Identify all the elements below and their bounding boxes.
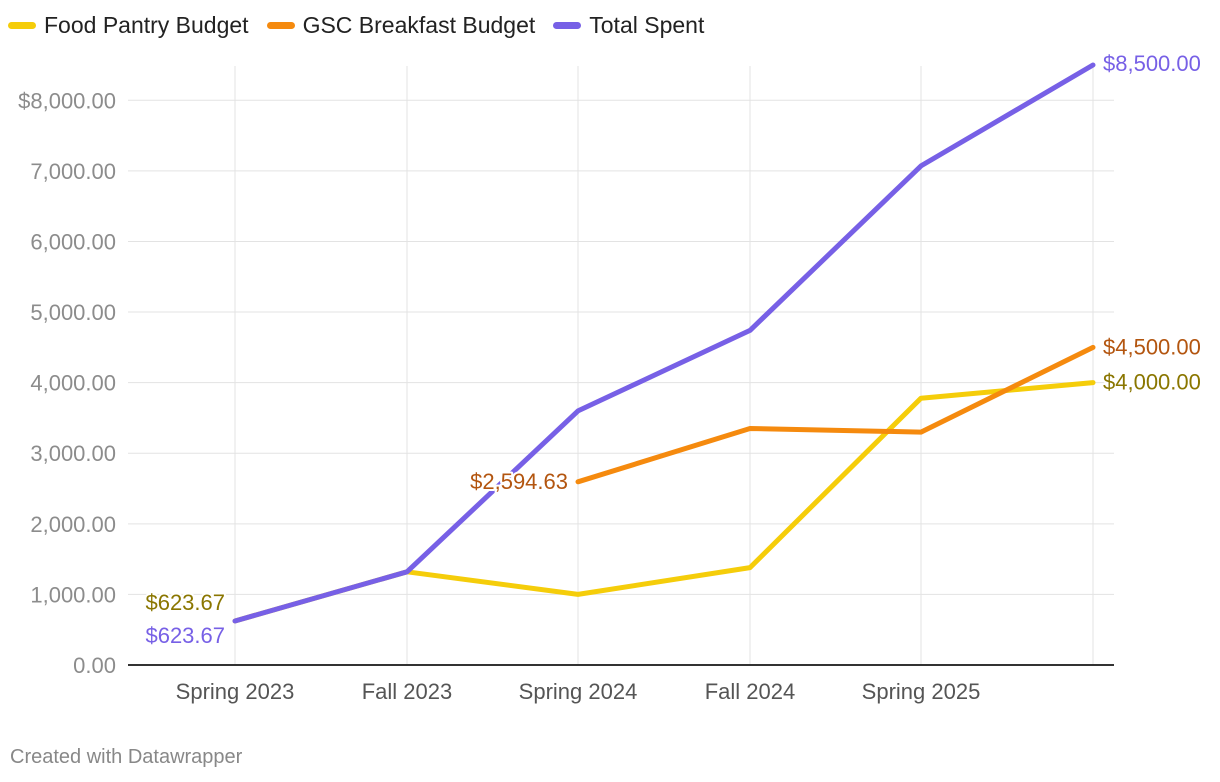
series-line-gsc-breakfast xyxy=(575,344,1096,485)
footer-credit: Created with Datawrapper xyxy=(10,746,243,768)
x-tick-label: Spring 2023 xyxy=(176,679,295,704)
legend-label-gsc-breakfast: GSC Breakfast Budget xyxy=(302,12,536,38)
legend-label-food-pantry: Food Pantry Budget xyxy=(44,12,249,38)
legend-swatch-total-spent xyxy=(553,22,582,29)
y-tick-label: 4,000.00 xyxy=(30,371,116,396)
y-tick-label: 3,000.00 xyxy=(30,441,116,466)
data-label-food-pantry: $4,000.00 xyxy=(1103,370,1201,395)
data-label-food-pantry: $623.67 xyxy=(145,590,225,615)
x-tick-label: Fall 2023 xyxy=(362,679,453,704)
y-tick-label: 0.00 xyxy=(73,653,116,678)
y-tick-label: 2,000.00 xyxy=(30,512,116,537)
legend-swatch-gsc-breakfast xyxy=(266,22,295,29)
legend-label-total-spent: Total Spent xyxy=(589,12,705,38)
y-tick-label: 5,000.00 xyxy=(30,300,116,325)
data-label-total-spent: $623.67 xyxy=(145,623,225,648)
y-tick-label: $8,000.00 xyxy=(18,88,116,113)
series-line-total-spent xyxy=(232,62,1096,624)
y-tick-label: 6,000.00 xyxy=(30,229,116,254)
legend-item-food-pantry: Food Pantry Budget xyxy=(8,12,249,39)
legend-item-gsc-breakfast: GSC Breakfast Budget xyxy=(266,12,536,39)
y-tick-label: 1,000.00 xyxy=(30,582,116,607)
chart-legend: Food Pantry Budget GSC Breakfast Budget … xyxy=(8,12,704,39)
x-tick-label: Fall 2024 xyxy=(705,679,796,704)
x-tick-label: Spring 2025 xyxy=(862,679,981,704)
y-tick-label: 7,000.00 xyxy=(30,159,116,184)
x-tick-label: Spring 2024 xyxy=(519,679,638,704)
data-label-total-spent: $8,500.00 xyxy=(1103,51,1201,76)
data-label-gsc-breakfast: $2,594.63 xyxy=(470,469,568,494)
legend-swatch-food-pantry xyxy=(8,22,36,29)
data-label-gsc-breakfast: $4,500.00 xyxy=(1103,334,1201,359)
legend-item-total-spent: Total Spent xyxy=(553,12,704,39)
